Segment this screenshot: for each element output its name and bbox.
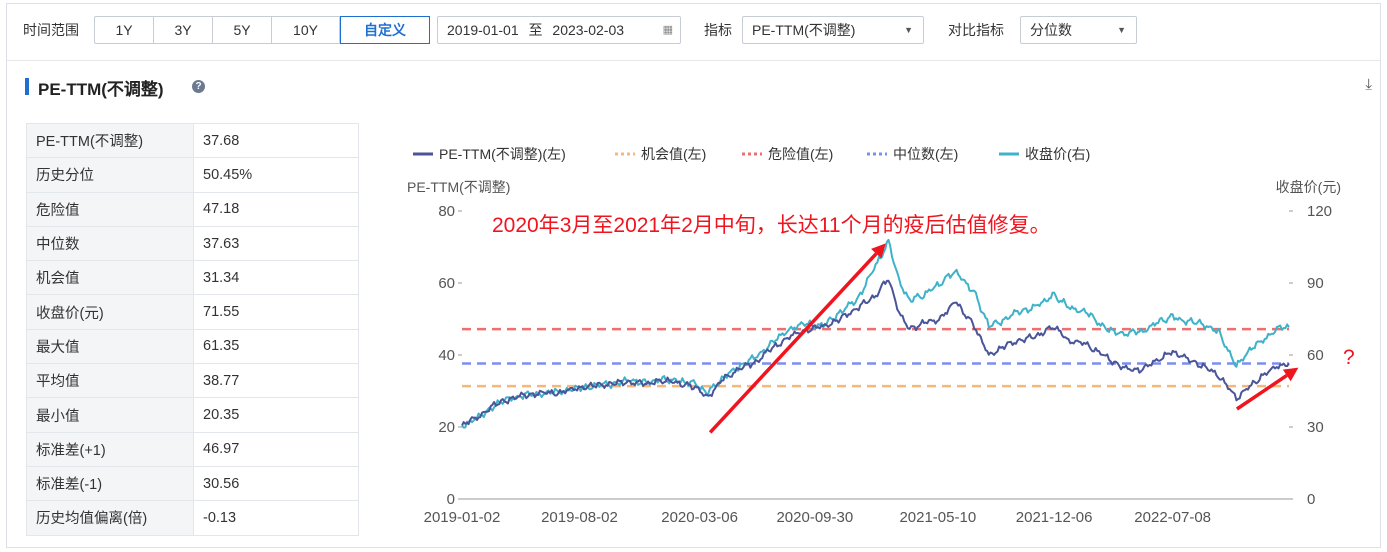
y-tick-right: 90	[1307, 275, 1324, 292]
stat-value: 37.63	[193, 225, 359, 262]
table-row: 收盘价(元) 71.55	[26, 294, 359, 330]
stat-value: 47.18	[193, 191, 359, 227]
y-tick-left: 20	[438, 419, 455, 436]
stat-value: 38.77	[193, 363, 359, 399]
legend-item: 中位数(左)	[893, 146, 958, 162]
date-range-picker[interactable]: 2019-01-01 至 2023-02-03 ▦	[437, 16, 681, 44]
chart-panel: 时间范围 1Y 3Y 5Y 10Y 自定义 2019-01-01 至 2023-…	[6, 3, 1381, 548]
indicator-value: PE-TTM(不调整)	[752, 22, 856, 38]
x-tick-label: 2020-03-06	[661, 509, 738, 526]
table-row: 中位数 37.63	[26, 225, 359, 262]
stat-value: 31.34	[193, 260, 359, 296]
range-5y-button[interactable]: 5Y	[213, 17, 272, 43]
compare-label: 对比指标	[948, 22, 1004, 38]
x-tick-label: 2020-09-30	[776, 509, 853, 526]
stat-label: 标准差(+1)	[26, 431, 194, 467]
stat-label: 历史分位	[26, 157, 194, 193]
stat-value: 30.56	[193, 465, 359, 502]
x-tick-label: 2021-12-06	[1016, 509, 1093, 526]
calendar-icon: ▦	[662, 24, 673, 36]
table-row: 危险值 47.18	[26, 191, 359, 227]
stats-table: PE-TTM(不调整) 37.68 历史分位 50.45% 危险值 47.18 中位数 37.…	[26, 122, 359, 536]
series-line	[461, 279, 1290, 427]
date-start: 2019-01-01	[447, 22, 519, 38]
range-1y-button[interactable]: 1Y	[95, 17, 154, 43]
table-row: 历史分位 50.45%	[26, 157, 359, 193]
indicator-select[interactable]: PE-TTM(不调整) ▼	[742, 16, 924, 44]
stat-value: 61.35	[193, 328, 359, 365]
compare-select[interactable]: 分位数 ▼	[1020, 16, 1137, 44]
time-range-label: 时间范围	[23, 22, 79, 38]
stat-value: 20.35	[193, 397, 359, 433]
date-separator: 至	[528, 22, 543, 38]
y-tick-right: 30	[1307, 419, 1324, 436]
y-tick-left: 60	[438, 275, 455, 292]
stat-value: 37.68	[193, 122, 359, 159]
y-axis-right-label: 收盘价(元)	[1276, 179, 1341, 195]
stat-label: 历史均值偏离(倍)	[26, 500, 194, 536]
download-icon[interactable]: ⤓	[1365, 76, 1372, 93]
annotation-arrow-line	[1235, 373, 1288, 411]
annotation-question: ?	[1343, 346, 1355, 369]
panel-title: PE-TTM(不调整)	[38, 80, 164, 99]
chevron-down-icon: ▼	[904, 25, 913, 35]
x-tick-label: 2019-08-02	[541, 509, 618, 526]
range-10y-button[interactable]: 10Y	[272, 17, 340, 43]
stat-value: 46.97	[193, 431, 359, 467]
annotation-arrow-head	[1282, 367, 1299, 382]
stat-label: PE-TTM(不调整)	[26, 122, 194, 159]
y-tick-right: 120	[1307, 203, 1332, 220]
stat-label: 最大值	[26, 328, 194, 365]
help-icon[interactable]: ?	[192, 80, 205, 93]
annotation-text: 2020年3月至2021年2月中旬，长达11个月的疫后估值修复。	[492, 214, 1051, 237]
range-custom-button[interactable]: 自定义	[340, 16, 430, 44]
table-row: 标准差(+1) 46.97	[26, 431, 359, 467]
date-end: 2023-02-03	[552, 22, 625, 38]
pe-chart: PE-TTM(不调整)(左) 机会值(左) 危险值(左) 中位数(左) 收盘价(右) PE…	[407, 146, 1355, 526]
table-row: 最大值 61.35	[26, 328, 359, 365]
legend-item: 机会值(左)	[641, 146, 706, 162]
chevron-down-icon: ▼	[1117, 25, 1126, 35]
series-line	[461, 238, 1290, 429]
stat-label: 最小值	[26, 397, 194, 433]
stat-value: 71.55	[193, 294, 359, 330]
legend-item: 危险值(左)	[768, 146, 833, 162]
annotation-arrow-head	[871, 243, 886, 259]
stat-label: 机会值	[26, 260, 194, 296]
title-accent-bar	[25, 78, 29, 95]
time-range-group: 1Y 3Y 5Y 10Y 自定义	[94, 16, 430, 44]
y-axis-left-label: PE-TTM(不调整)	[407, 179, 510, 195]
table-row: 标准差(-1) 30.56	[26, 465, 359, 502]
stat-label: 平均值	[26, 363, 194, 399]
y-tick-right: 60	[1307, 347, 1324, 364]
y-tick-left: 0	[447, 491, 455, 508]
stat-value: 50.45%	[193, 157, 359, 193]
table-row: PE-TTM(不调整) 37.68	[26, 122, 359, 159]
stat-label: 中位数	[26, 225, 194, 262]
x-tick-label: 2021-05-10	[899, 509, 976, 526]
stat-label: 标准差(-1)	[26, 465, 194, 502]
table-row: 机会值 31.34	[26, 260, 359, 296]
legend-item: PE-TTM(不调整)(左)	[439, 146, 566, 162]
annotation-arrow-line	[708, 252, 878, 434]
table-row: 最小值 20.35	[26, 397, 359, 433]
y-tick-left: 40	[438, 347, 455, 364]
stat-label: 收盘价(元)	[26, 294, 194, 330]
table-row: 平均值 38.77	[26, 363, 359, 399]
legend-item: 收盘价(右)	[1025, 146, 1090, 162]
x-tick-label: 2022-07-08	[1134, 509, 1211, 526]
range-3y-button[interactable]: 3Y	[154, 17, 213, 43]
stat-value: -0.13	[193, 500, 359, 536]
stat-label: 危险值	[26, 191, 194, 227]
x-tick-label: 2019-01-02	[424, 509, 501, 526]
table-row: 历史均值偏离(倍) -0.13	[26, 500, 359, 536]
y-tick-left: 80	[438, 203, 455, 220]
y-tick-right: 0	[1307, 491, 1315, 508]
compare-value: 分位数	[1030, 22, 1072, 38]
indicator-label: 指标	[704, 22, 732, 38]
toolbar: 时间范围 1Y 3Y 5Y 10Y 自定义 2019-01-01 至 2023-…	[7, 4, 1380, 61]
